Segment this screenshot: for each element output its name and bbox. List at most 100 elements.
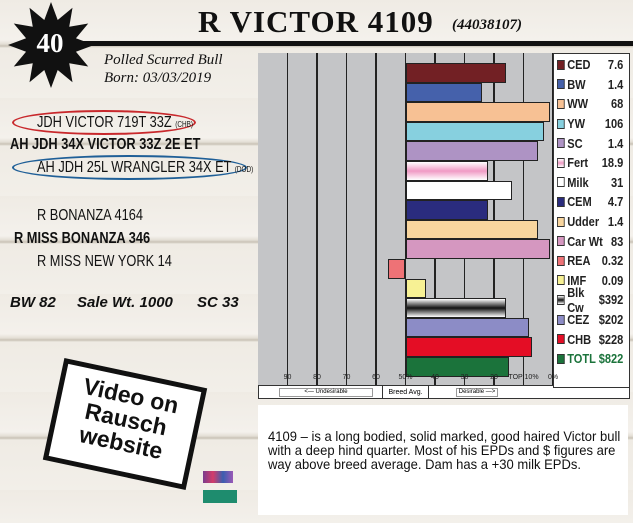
bar-udder xyxy=(405,219,539,240)
legend-item: Udder 1.4 xyxy=(557,212,632,232)
sire-sire-ring xyxy=(12,110,196,135)
legend-item: REA 0.32 xyxy=(557,251,632,271)
legend-swatch-icon xyxy=(557,353,565,364)
bar-car-wt xyxy=(405,239,551,259)
legend-swatch-icon xyxy=(557,196,565,207)
chart-legend: CED 7.6 BW 1.4 WW 68 YW 106 SC 1.4 Fert 18.9 Milk 31 C… xyxy=(553,53,630,388)
pedigree-dam-dam: R MISS NEW YORK 14 xyxy=(37,253,172,270)
pedigree-sire: AH JDH 34X VICTOR 33Z 2E ET xyxy=(10,136,201,153)
legend-label: Fert xyxy=(567,155,589,171)
legend-value: $228 xyxy=(598,331,624,347)
legend-swatch-icon xyxy=(557,118,565,129)
tick-label: 70 xyxy=(342,374,351,381)
legend-item: Car Wt 83 xyxy=(557,231,632,251)
legend-label: Udder xyxy=(567,214,600,230)
legend-swatch-icon xyxy=(557,275,565,286)
legend-item: YW 106 xyxy=(557,114,632,134)
legend-item: CEM 4.7 xyxy=(557,192,632,212)
legend-value: $392 xyxy=(598,292,624,308)
sire-dam-ring xyxy=(12,155,247,180)
video-link-box[interactable]: Video on Rausch website xyxy=(42,357,208,491)
registration-number: (44038107) xyxy=(452,17,522,33)
bar-chb xyxy=(405,337,533,357)
legend-label: CEZ xyxy=(567,312,590,328)
desirable-label: Desirable —> xyxy=(456,388,498,397)
legend-value: 68 xyxy=(611,96,624,112)
legend-swatch-icon xyxy=(557,334,565,345)
legend-label: TOTL xyxy=(567,351,596,367)
legend-value: 7.6 xyxy=(607,57,624,73)
bar-cez xyxy=(405,317,530,338)
legend-label: CEM xyxy=(567,194,592,210)
legend-value: 4.7 xyxy=(607,194,624,210)
bar-imf xyxy=(405,278,427,299)
legend-label: WW xyxy=(567,96,589,112)
bar-bw xyxy=(405,82,483,103)
legend-label: IMF xyxy=(567,272,587,288)
legend-value: 106 xyxy=(604,116,624,132)
tick-label: 90 xyxy=(283,374,292,381)
legend-swatch-icon xyxy=(557,294,565,305)
legend-label: Blk Cw xyxy=(567,284,585,315)
legend-item: Blk Cw $392 xyxy=(557,285,632,315)
gridline xyxy=(552,53,554,386)
legend-swatch-icon xyxy=(557,59,565,70)
legend-label: BW xyxy=(567,76,586,92)
legend-swatch-icon xyxy=(557,236,565,247)
legend-swatch-icon xyxy=(557,157,565,168)
tick-label: TOP 10% xyxy=(508,374,539,381)
pedigree-sire-sire: JDH VICTOR 719T 33Z (CHB) xyxy=(37,114,194,131)
legend-item: CEZ $202 xyxy=(557,310,632,330)
legend-swatch-icon xyxy=(557,98,565,109)
bar-totl xyxy=(405,357,509,377)
legend-value: 0.09 xyxy=(601,272,624,288)
legend-item: WW 68 xyxy=(557,94,632,114)
page-title: R VICTOR 4109 xyxy=(198,4,434,39)
legend-swatch-icon xyxy=(557,138,565,149)
legend-item: Fert 18.9 xyxy=(557,153,632,173)
legend-item: Milk 31 xyxy=(557,173,632,193)
legend-item: CED 7.6 xyxy=(557,55,632,75)
sponsor-logo-icon xyxy=(203,471,233,483)
gridline xyxy=(404,53,406,386)
description-box: 4109 – is a long bodied, solid marked, g… xyxy=(258,405,628,515)
tick-label: 80 xyxy=(313,374,321,381)
legend-value: $822 xyxy=(598,351,624,367)
legend-label: CED xyxy=(567,57,591,73)
birth-date: Born: 03/03/2019 xyxy=(104,70,212,86)
legend-item: IMF 0.09 xyxy=(557,271,632,291)
legend-item: TOTL $822 xyxy=(557,349,632,369)
epd-percentile-chart xyxy=(258,53,554,386)
legend-label: SC xyxy=(567,135,583,151)
legend-label: REA xyxy=(567,253,591,269)
tick-label: 50% xyxy=(398,374,413,381)
legend-swatch-icon xyxy=(557,255,565,266)
sponsor-badge-icon xyxy=(203,490,237,503)
legend-item: SC 1.4 xyxy=(557,133,632,153)
bar-cem xyxy=(405,200,489,220)
sale-weight: Sale Wt. 1000 xyxy=(77,294,173,311)
bar-ced xyxy=(405,63,506,83)
tick-label: 0% xyxy=(547,374,559,381)
bar-sc xyxy=(405,141,539,161)
star-badge-icon xyxy=(8,2,94,88)
title-divider xyxy=(80,41,633,46)
legend-value: 83 xyxy=(611,233,624,249)
legend-value: 1.4 xyxy=(607,76,624,92)
legend-value: 0.32 xyxy=(601,253,624,269)
pedigree-sire-dam: AH JDH 25L WRANGLER 34X ET (DOD) xyxy=(37,159,254,176)
tick-label: 20 xyxy=(490,374,498,381)
breed-avg-label: Breed Avg. xyxy=(382,386,429,398)
pedigree-dam-sire: R BONANZA 4164 xyxy=(37,207,143,224)
legend-label: YW xyxy=(567,116,586,132)
tick-label: 60 xyxy=(372,374,380,381)
birth-weight: BW 82 xyxy=(10,294,56,311)
undesirable-label: <— Undesirable xyxy=(279,388,373,397)
gridline xyxy=(493,53,495,386)
legend-value: 1.4 xyxy=(607,135,624,151)
legend-value: 18.9 xyxy=(601,155,624,171)
legend-value: 31 xyxy=(611,174,624,190)
legend-label: Car Wt xyxy=(567,233,603,249)
gridline xyxy=(345,53,347,386)
bar-fert xyxy=(405,161,489,181)
